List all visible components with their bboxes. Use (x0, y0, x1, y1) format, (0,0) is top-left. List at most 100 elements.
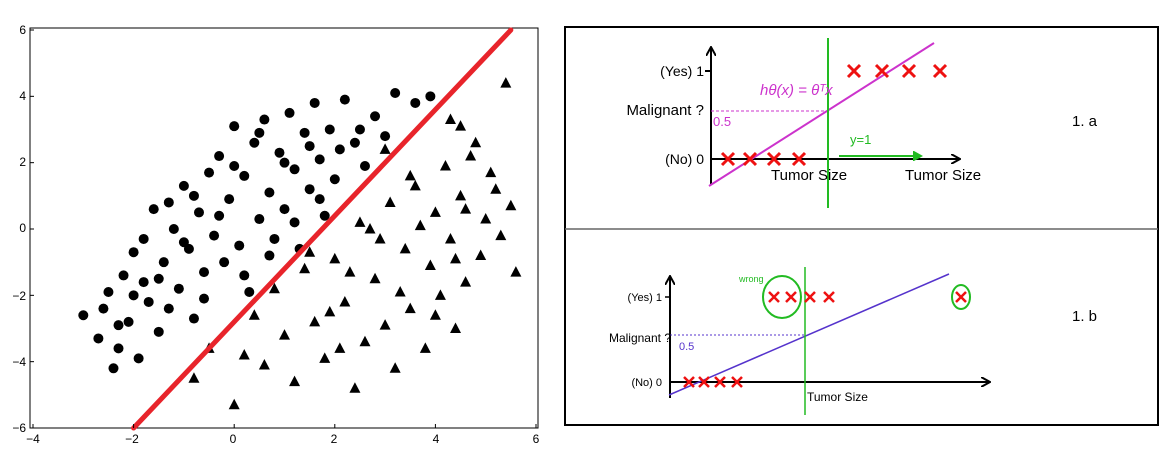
triangle-data-point (304, 246, 316, 257)
triangle-data-point (228, 398, 240, 410)
circle-data-point (143, 296, 154, 307)
circle-data-point (103, 287, 114, 298)
circle-data-point (229, 160, 240, 171)
circle-data-point (214, 210, 225, 221)
y1-label: y=1 (850, 132, 871, 147)
circle-data-point (370, 111, 381, 122)
x-tick-label: 6 (533, 432, 540, 446)
cross-marker (791, 151, 807, 167)
triangle-data-point (389, 362, 401, 373)
circle-data-point (173, 283, 184, 294)
circle-data-point (168, 224, 179, 234)
circle-data-point (193, 207, 204, 218)
triangle-data-point (379, 319, 391, 330)
triangle-data-point (268, 282, 280, 294)
scatter-plot: −4 −2 0 2 4 6 6 4 2 0 −2 −4 −6 (12, 23, 540, 446)
triangle-data-point (334, 342, 346, 353)
circle-data-point (118, 270, 129, 281)
circle-data-point (354, 124, 365, 135)
circle-data-point (380, 131, 391, 142)
circle-data-point (334, 144, 345, 155)
triangle-data-point (374, 232, 386, 244)
triangle-data-point (379, 143, 391, 154)
yes-label: (Yes) 1 (628, 292, 662, 304)
circle-data-point (219, 257, 230, 268)
decision-boundary-line (131, 27, 514, 431)
circle-data-point (349, 137, 360, 148)
triangle-data-point (490, 183, 502, 194)
circle-data-point (284, 107, 295, 118)
circle-data-point (178, 180, 189, 191)
triangle-data-point (460, 203, 472, 214)
cross-marker (766, 151, 782, 167)
circle-data-point (289, 217, 300, 228)
figure-label-a: 1. a (1072, 113, 1098, 130)
x-tick-label: 0 (230, 432, 237, 446)
triangle-data-point (394, 286, 406, 297)
triangle-data-point (465, 150, 477, 161)
circle-data-point (178, 237, 189, 248)
circle-data-point (304, 141, 315, 152)
triangle-data-point (439, 159, 451, 171)
circle-data-point (314, 154, 325, 165)
diagram-frame (564, 26, 1159, 426)
panel-b: (Yes) 1 (No) 0 Malignant ? 0.5 wrong Tum… (609, 267, 1097, 415)
triangle-data-point (364, 223, 376, 234)
circle-data-point (289, 164, 300, 175)
triangle-data-point (384, 196, 396, 207)
y-tick-label: −2 (12, 289, 26, 303)
triangle-data-point (495, 229, 507, 241)
circle-data-point (319, 210, 330, 221)
circle-data-point (128, 290, 139, 301)
circle-data-point (239, 270, 250, 281)
circle-data-point (264, 187, 275, 198)
circle-data-point (359, 160, 370, 171)
triangle-data-point (470, 136, 482, 148)
threshold-label: 0.5 (679, 341, 694, 353)
circle-data-point (259, 114, 270, 125)
triangle-data-point (404, 302, 416, 314)
circle-data-point (138, 277, 149, 288)
triangle-data-point (339, 295, 351, 307)
cross-marker (698, 376, 710, 388)
triangle-data-point (289, 375, 301, 387)
x-tick-label: 4 (433, 432, 440, 446)
threshold-label: 0.5 (713, 114, 731, 129)
tumor-size-mid-label: Tumor Size (771, 167, 847, 184)
circle-data-point (254, 127, 265, 138)
triangle-data-point (485, 166, 497, 178)
figure-label-b: 1. b (1072, 308, 1097, 325)
circle-data-point (309, 97, 320, 108)
x-tick-label: −4 (26, 432, 40, 446)
tick-marks (30, 29, 537, 429)
malignant-label: Malignant ? (626, 102, 704, 119)
triangle-data-point (450, 322, 462, 333)
triangle-data-point (419, 342, 431, 353)
circle-data-point (249, 137, 260, 148)
cross-marker (874, 63, 890, 79)
circle-data-point (158, 257, 169, 268)
panel-a: (Yes) 1 (No) 0 Malignant ? 0.5 hθ(x) = θ… (626, 38, 1098, 208)
triangle-data-point (429, 206, 441, 217)
plot-frame (29, 27, 539, 429)
triangle-data-point (510, 266, 522, 277)
malignant-cross-markers (768, 291, 967, 303)
y-tick-label: 6 (19, 23, 26, 37)
circle-data-point (108, 363, 119, 374)
y-tick-label: 0 (19, 221, 26, 235)
triangle-data-point (309, 315, 321, 327)
circle-data-point (410, 97, 421, 108)
circle-data-point (138, 233, 149, 244)
benign-cross-markers (683, 376, 743, 388)
circle-data-point (133, 353, 144, 364)
cross-marker (955, 291, 967, 303)
benign-cross-markers (720, 151, 807, 167)
triangle-data-point (475, 249, 487, 261)
circle-data-point (113, 343, 124, 354)
triangle-data-point (455, 189, 467, 201)
triangle-data-point (329, 252, 341, 264)
triangle-data-point (505, 199, 517, 211)
triangle-data-point (349, 382, 361, 393)
cross-marker (846, 63, 862, 79)
circle-data-point (199, 267, 210, 278)
